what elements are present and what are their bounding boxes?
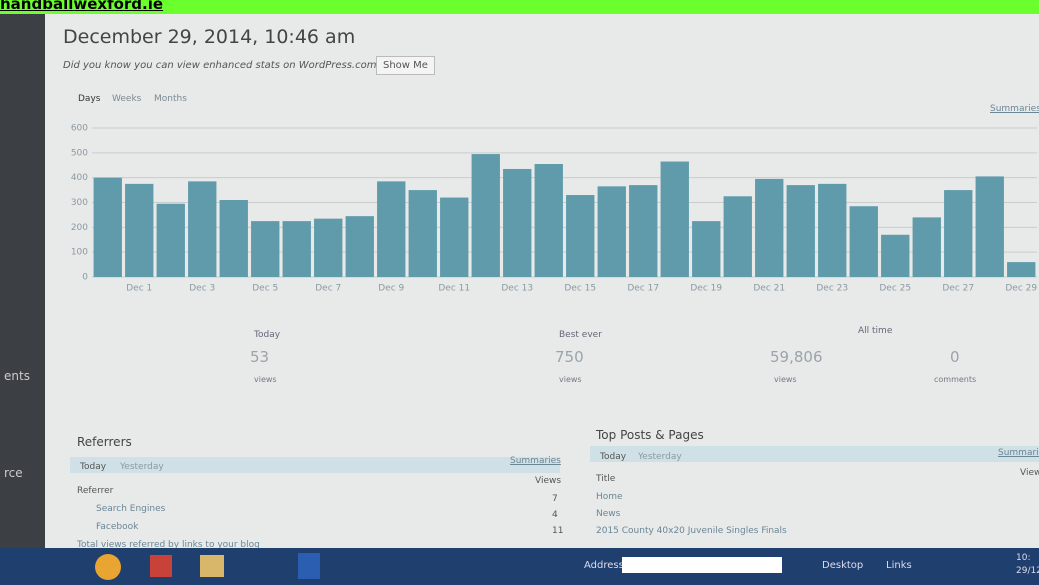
- bar: [629, 185, 657, 277]
- bar: [283, 221, 311, 277]
- sidebar-item[interactable]: rce: [4, 466, 23, 480]
- bar: [976, 176, 1004, 277]
- y-tick-label: 300: [71, 198, 88, 208]
- bar: [724, 196, 752, 277]
- bar: [472, 154, 500, 277]
- column-header: Views: [1020, 468, 1039, 478]
- bar: [188, 181, 216, 277]
- sidebar-item[interactable]: ents: [4, 369, 30, 383]
- tab[interactable]: Today: [80, 462, 106, 472]
- stat-unit: views: [774, 375, 797, 384]
- section-title: Top Posts & Pages: [596, 428, 704, 442]
- column-header: Views: [535, 476, 561, 486]
- stat-unit: comments: [934, 375, 976, 384]
- stat-label: Today: [254, 330, 280, 340]
- bar: [566, 195, 594, 277]
- app-icon[interactable]: [200, 555, 224, 577]
- app-icon[interactable]: [298, 553, 320, 579]
- page: handballwexford.ie ents rce December 29,…: [0, 0, 1039, 585]
- x-tick-label: Dec 7: [315, 284, 341, 294]
- bar: [346, 216, 374, 277]
- bar: [503, 169, 531, 277]
- bar: [125, 184, 153, 277]
- referrer-views: 7: [552, 494, 558, 504]
- stat-value: 53: [250, 348, 269, 366]
- bar: [787, 185, 815, 277]
- stat-value: 59,806: [770, 348, 823, 366]
- bar: [535, 164, 563, 277]
- tab[interactable]: Yesterday: [638, 452, 682, 462]
- bar: [598, 186, 626, 277]
- bar: [755, 179, 783, 277]
- bar: [94, 178, 122, 277]
- toolbar[interactable]: Desktop: [822, 560, 863, 571]
- bar: [251, 221, 279, 277]
- x-tick-label: Dec 1: [126, 284, 152, 294]
- column-header: Referrer: [77, 486, 113, 496]
- x-tick-label: Dec 27: [942, 284, 974, 294]
- x-tick-label: Dec 15: [564, 284, 596, 294]
- post-title: 2015 County 40x20 Juvenile Singles Final…: [596, 526, 787, 536]
- y-tick-label: 200: [71, 223, 88, 233]
- x-tick-label: Dec 25: [879, 284, 911, 294]
- address-label: Address: [584, 560, 624, 571]
- y-tick-label: 0: [82, 273, 88, 283]
- stat-label: All time: [858, 326, 892, 336]
- referrer-views: 11: [552, 526, 563, 536]
- address-box[interactable]: [622, 557, 782, 573]
- x-tick-label: Dec 23: [816, 284, 848, 294]
- x-tick-label: Dec 29: [1005, 284, 1037, 294]
- bar: [157, 204, 185, 277]
- post-title: News: [596, 509, 620, 519]
- stat-value: 750: [555, 348, 584, 366]
- y-tick-label: 400: [71, 173, 88, 183]
- x-tick-label: Dec 17: [627, 284, 659, 294]
- bar: [913, 217, 941, 277]
- bar: [1007, 262, 1035, 277]
- stat-unit: views: [559, 375, 582, 384]
- date: 29/12: [1016, 566, 1039, 576]
- referrer-name: Facebook: [96, 522, 138, 532]
- bar: [220, 200, 248, 277]
- referrer-name: Search Engines: [96, 504, 165, 514]
- bar: [409, 190, 437, 277]
- x-tick-label: Dec 13: [501, 284, 533, 294]
- referrer-views: 4: [552, 510, 558, 520]
- x-tick-label: Dec 9: [378, 284, 404, 294]
- stat-unit: views: [254, 375, 277, 384]
- x-tick-label: Dec 3: [189, 284, 215, 294]
- column-header: Title: [596, 474, 615, 484]
- post-title: Home: [596, 492, 623, 502]
- stat-label: Best ever: [559, 330, 602, 340]
- x-tick-label: Dec 19: [690, 284, 722, 294]
- x-tick-label: Dec 5: [252, 284, 278, 294]
- tab[interactable]: Yesterday: [120, 462, 164, 472]
- y-tick-label: 500: [71, 148, 88, 158]
- x-tick-label: Dec 21: [753, 284, 785, 294]
- x-tick-label: Dec 11: [438, 284, 470, 294]
- section-title: Referrers: [77, 435, 132, 449]
- bar: [818, 184, 846, 277]
- bar: [440, 198, 468, 277]
- tab[interactable]: Today: [600, 452, 626, 462]
- app-icon[interactable]: [95, 554, 121, 580]
- bar: [881, 235, 909, 277]
- taskbar: Address Desktop Links 10: 29/12: [0, 548, 1039, 585]
- y-tick-label: 600: [71, 124, 88, 134]
- y-tick-label: 100: [71, 248, 88, 258]
- clock: 10:: [1016, 553, 1030, 563]
- bar: [692, 221, 720, 277]
- toolbar[interactable]: Links: [886, 560, 912, 571]
- summaries-link[interactable]: Summaries: [510, 456, 561, 466]
- bar: [661, 162, 689, 277]
- bar: [850, 206, 878, 277]
- summaries-link[interactable]: Summaries: [998, 448, 1039, 458]
- app-icon[interactable]: [150, 555, 172, 577]
- stat-value: 0: [950, 348, 960, 366]
- bar: [377, 181, 405, 277]
- chart: 0 100 200 300 400 500 600 Dec 1 Dec 3 Dec 5 Dec 7 D…: [0, 0, 1039, 300]
- bar: [944, 190, 972, 277]
- bar: [314, 219, 342, 277]
